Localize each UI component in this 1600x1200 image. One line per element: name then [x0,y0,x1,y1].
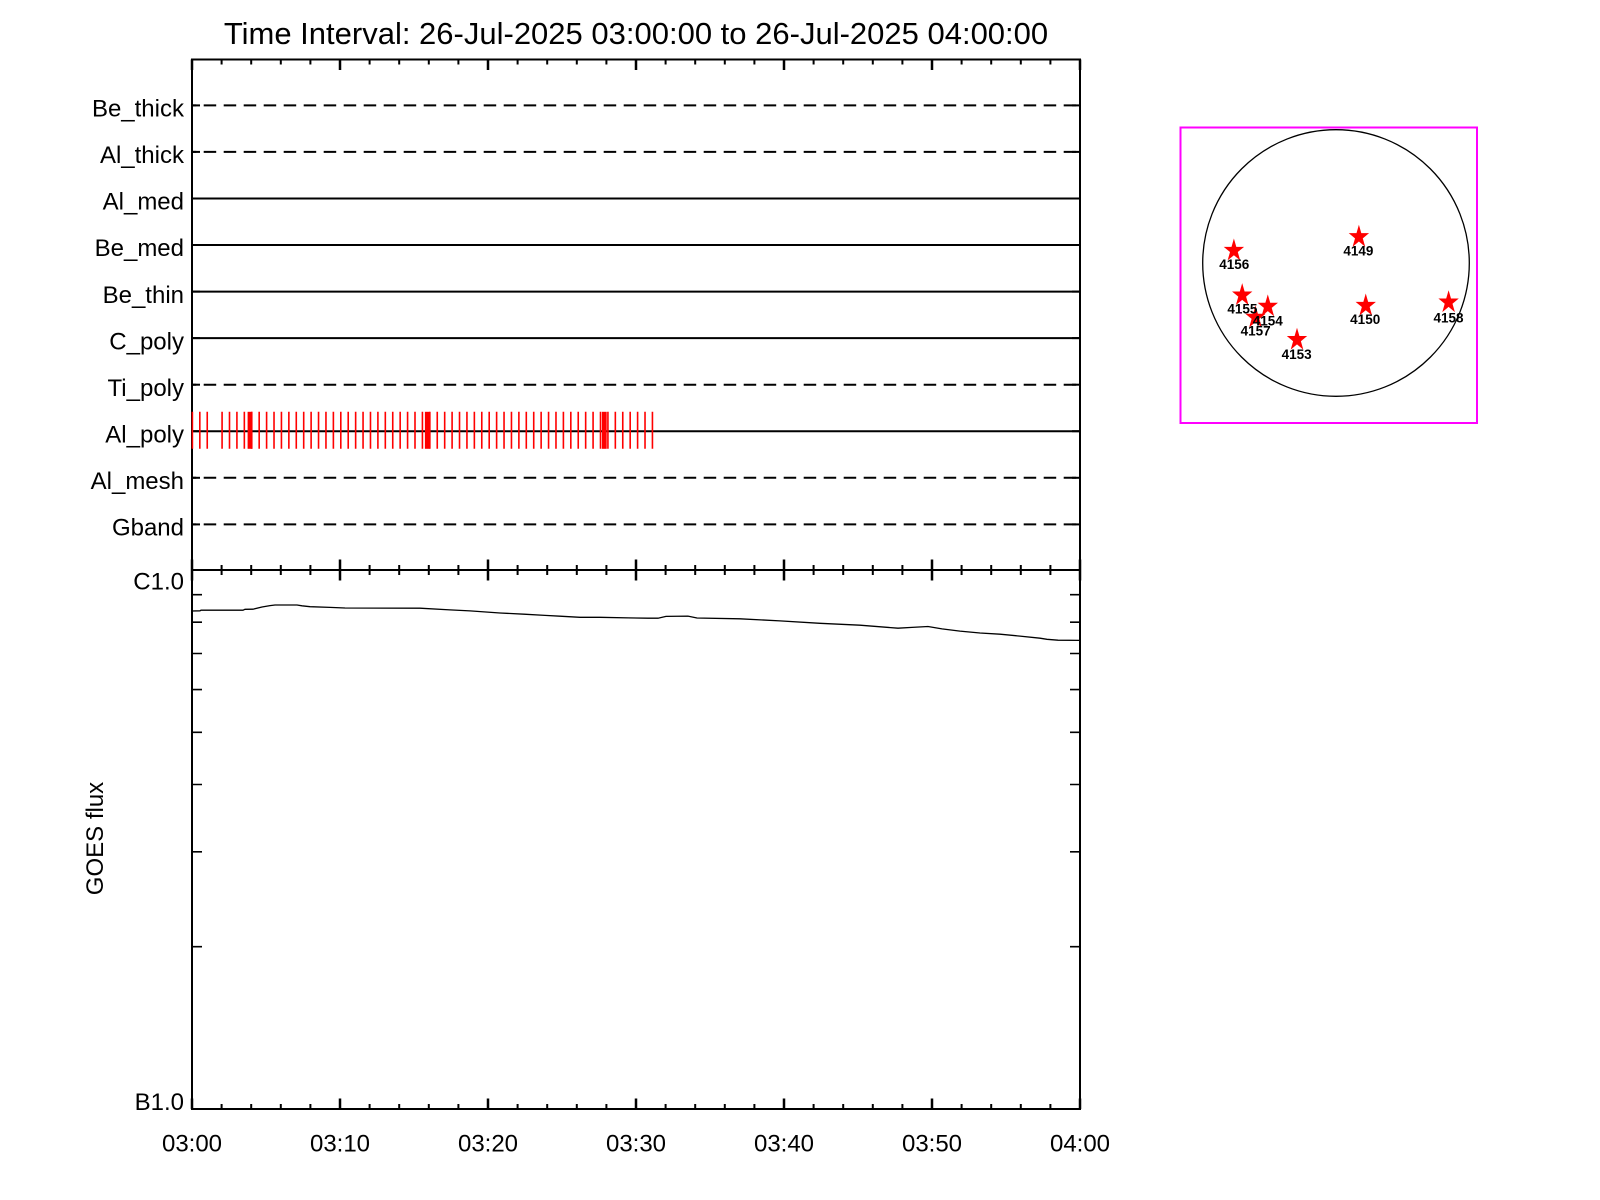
svg-text:4150: 4150 [1350,312,1380,327]
svg-text:4156: 4156 [1219,257,1250,272]
svg-text:Al_med: Al_med [103,189,184,216]
svg-text:GOES flux: GOES flux [82,782,109,895]
svg-text:Be_med: Be_med [95,235,184,262]
svg-text:4154: 4154 [1253,313,1284,328]
svg-text:Al_thick: Al_thick [100,142,185,169]
svg-text:4149: 4149 [1343,243,1373,258]
svg-text:Be_thin: Be_thin [103,282,184,309]
svg-text:03:30: 03:30 [606,1131,666,1158]
svg-text:B1.0: B1.0 [135,1089,184,1116]
svg-text:03:10: 03:10 [310,1131,370,1158]
svg-text:03:00: 03:00 [162,1131,222,1158]
svg-text:Al_mesh: Al_mesh [91,468,184,495]
svg-text:Ti_poly: Ti_poly [108,375,184,402]
svg-text:4153: 4153 [1282,347,1313,362]
svg-text:C_poly: C_poly [109,328,184,355]
svg-text:4158: 4158 [1433,310,1464,325]
svg-text:Al_poly: Al_poly [105,421,184,448]
svg-text:03:20: 03:20 [458,1131,518,1158]
svg-text:Gband: Gband [112,515,184,542]
svg-text:04:00: 04:00 [1050,1131,1110,1158]
svg-text:03:40: 03:40 [754,1131,814,1158]
svg-text:C1.0: C1.0 [133,569,184,596]
svg-text:03:50: 03:50 [902,1131,962,1158]
svg-text:Be_thick: Be_thick [92,96,185,123]
svg-text:Time Interval: 26-Jul-2025 03:: Time Interval: 26-Jul-2025 03:00:00 to 2… [224,16,1048,51]
svg-text:4155: 4155 [1227,302,1258,317]
svg-text:4157: 4157 [1241,324,1271,339]
